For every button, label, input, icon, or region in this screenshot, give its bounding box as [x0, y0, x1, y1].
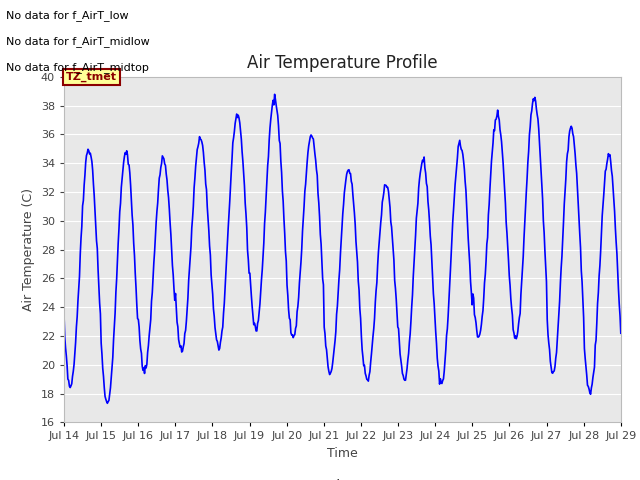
Text: No data for f_AirT_midlow: No data for f_AirT_midlow	[6, 36, 150, 47]
Text: No data for f_AirT_midtop: No data for f_AirT_midtop	[6, 62, 149, 73]
X-axis label: Time: Time	[327, 447, 358, 460]
Text: No data for f_AirT_low: No data for f_AirT_low	[6, 10, 129, 21]
Title: Air Temperature Profile: Air Temperature Profile	[247, 54, 438, 72]
Y-axis label: Air Temperature (C): Air Temperature (C)	[22, 188, 35, 311]
Text: TZ_tmet: TZ_tmet	[66, 72, 117, 82]
Legend: AirT 22m: AirT 22m	[294, 474, 390, 480]
